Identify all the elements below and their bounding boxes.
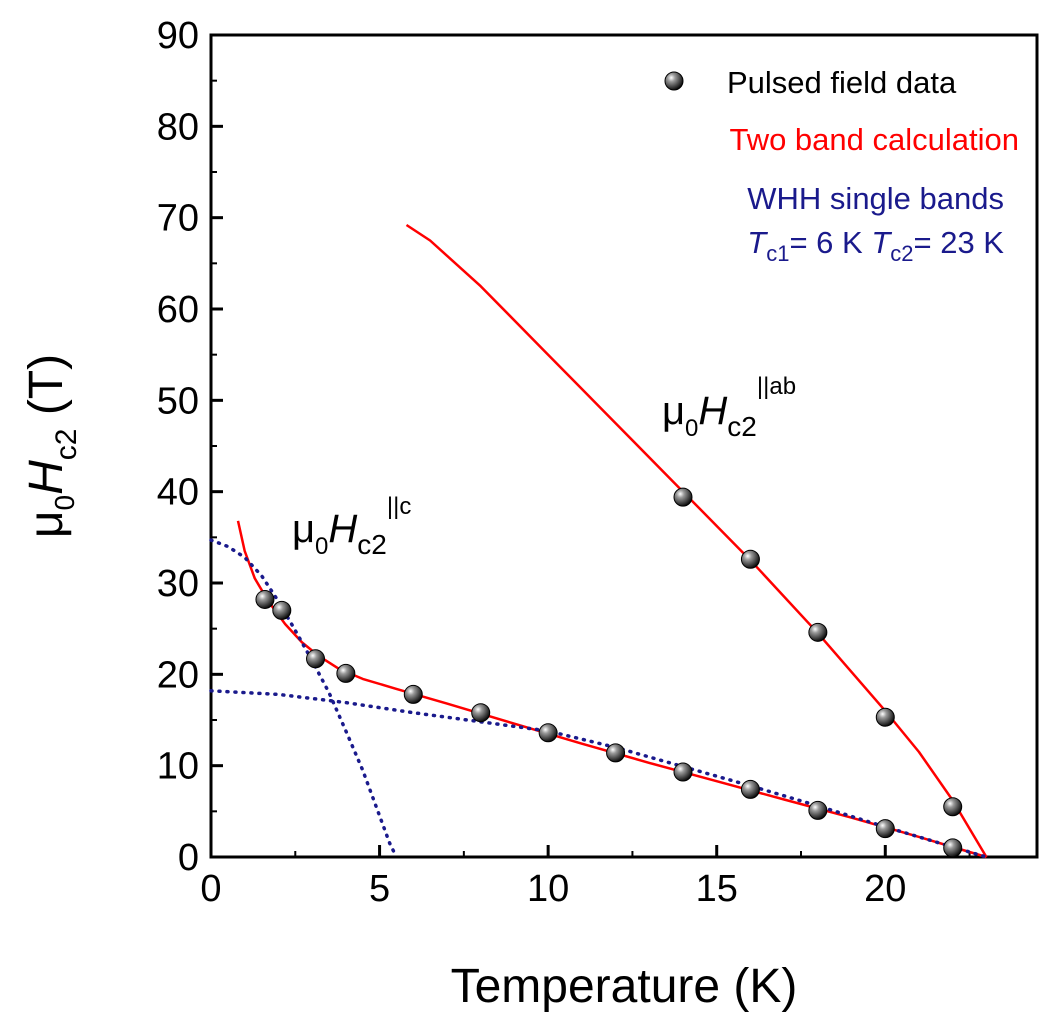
data-point-c xyxy=(272,600,292,620)
two-band-curve-c xyxy=(236,520,987,859)
legend-marker xyxy=(664,71,684,91)
x-axis-title: Temperature (K) xyxy=(451,960,798,1013)
data-point-ab xyxy=(943,797,963,817)
x-axis: 0 5 10 15 20 xyxy=(200,845,971,910)
y-tick-label: 30 xyxy=(157,563,199,605)
x-tick-label: 0 xyxy=(200,868,221,910)
y-axis: 0 10 20 30 40 50 60 70 80 90 xyxy=(157,15,223,879)
data-point-c xyxy=(606,743,626,763)
legend-two-band-label: Two band calculation xyxy=(729,122,1019,157)
y-tick-label: 70 xyxy=(157,198,199,240)
y-tick-label: 0 xyxy=(178,837,199,879)
y-tick-label: 10 xyxy=(157,746,199,788)
y-tick-label: 60 xyxy=(157,289,199,331)
x-tick-label: 15 xyxy=(696,868,738,910)
x-tick-label: 10 xyxy=(527,868,569,910)
legend-whh-label: WHH single bands xyxy=(747,181,1004,216)
data-point-c xyxy=(740,779,760,799)
data-point-c xyxy=(673,762,693,782)
series-layer xyxy=(209,223,989,859)
data-point-ab xyxy=(673,487,693,507)
y-tick-label: 90 xyxy=(157,15,199,57)
legend-data-label: Pulsed field data xyxy=(727,65,957,100)
legend-whh-tc: Tc1= 6 K Tc2= 23 K xyxy=(747,225,1004,266)
y-tick-label: 20 xyxy=(157,654,199,696)
data-point-ab xyxy=(875,707,895,727)
data-point-c xyxy=(538,723,558,743)
two-band-curve-ab xyxy=(405,223,988,858)
data-point-c xyxy=(255,589,275,609)
data-point-ab xyxy=(740,549,760,569)
plot-frame xyxy=(209,33,1039,859)
y-tick-label: 50 xyxy=(157,380,199,422)
data-point-ab xyxy=(808,622,828,642)
data-point-c xyxy=(471,703,491,723)
legend: Pulsed field data Two band calculation W… xyxy=(664,65,1019,266)
data-point-c xyxy=(336,663,356,683)
whh-curve-2 xyxy=(209,538,399,859)
x-tick-label: 5 xyxy=(369,868,390,910)
annotation-hc2-ab: μ0Hc2||ab xyxy=(662,373,796,442)
data-point-c xyxy=(875,819,895,839)
whh-curve-3 xyxy=(209,689,989,859)
data-point-c xyxy=(808,800,828,820)
data-point-c xyxy=(943,838,963,858)
y-axis-title: μ0Hc2 (T) xyxy=(20,354,83,538)
annotation-hc2-c: μ0Hc2||c xyxy=(292,493,411,560)
data-point-c xyxy=(403,684,423,704)
y-tick-label: 40 xyxy=(157,472,199,514)
x-tick-label: 20 xyxy=(864,868,906,910)
data-point-c xyxy=(306,649,326,669)
y-tick-label: 80 xyxy=(157,106,199,148)
svg-text:μ0Hc2 (T): μ0Hc2 (T) xyxy=(20,354,83,538)
